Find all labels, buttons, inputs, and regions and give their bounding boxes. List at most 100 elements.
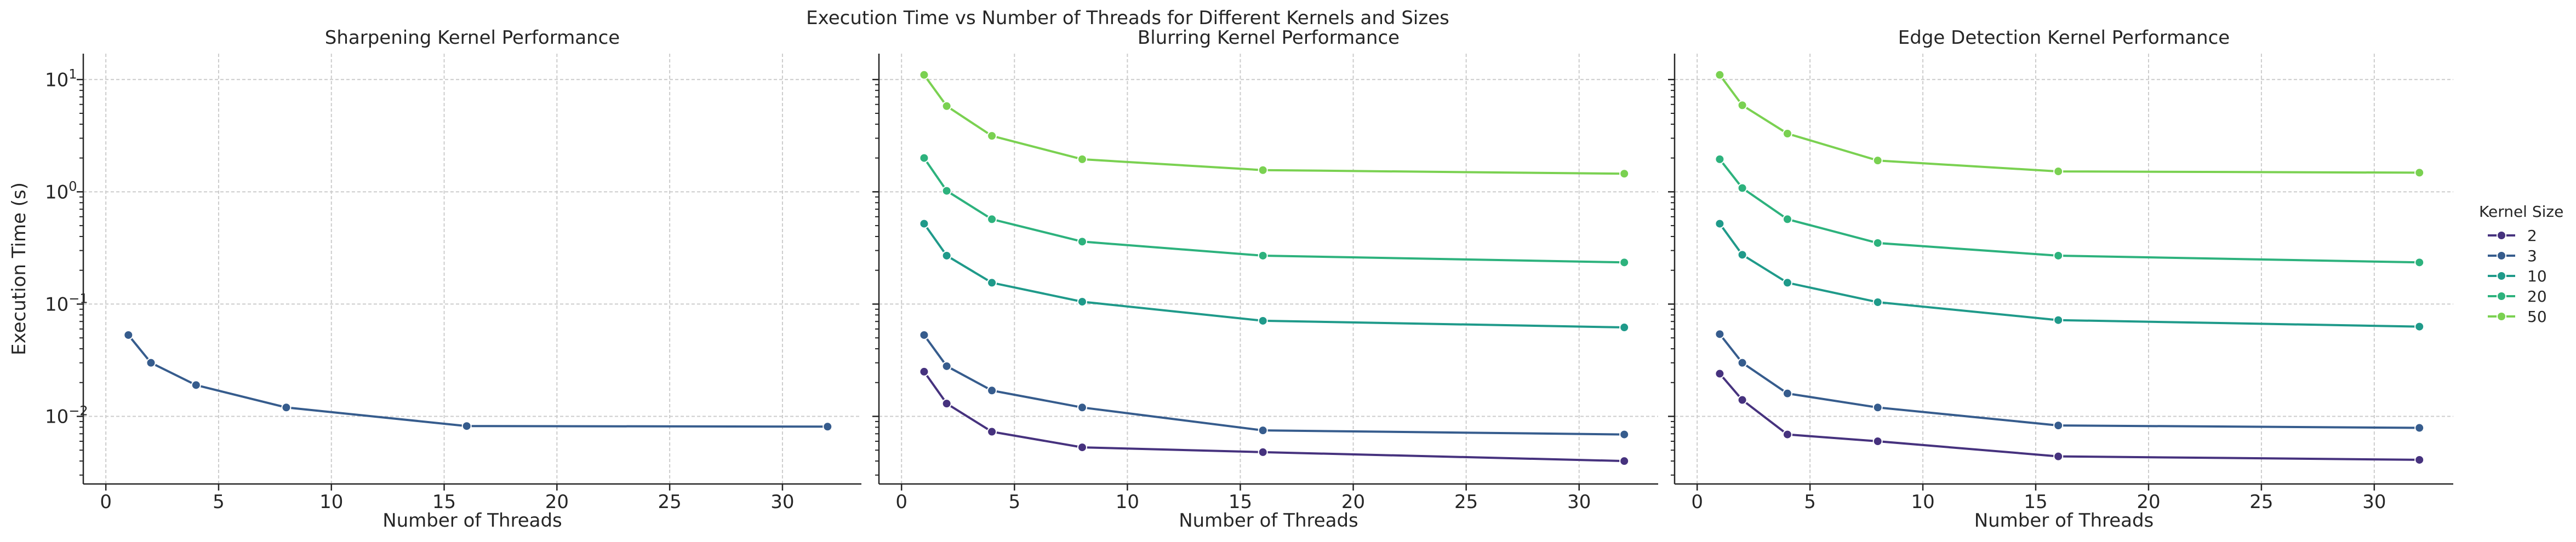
data-point bbox=[987, 131, 997, 141]
legend-entry: 50 bbox=[2488, 308, 2547, 326]
data-point bbox=[123, 330, 134, 340]
x-tick-label: 0 bbox=[100, 491, 112, 513]
data-point bbox=[2414, 321, 2425, 332]
subplot-3: 0 5 10 15 20 25 30 Edge Detection Kernel Perfor… bbox=[1668, 27, 2453, 532]
data-point bbox=[1782, 388, 1792, 399]
x-tick-label: 25 bbox=[1454, 491, 1478, 513]
y-tick-label: 100 bbox=[45, 178, 77, 203]
data-point bbox=[2053, 315, 2064, 325]
data-point bbox=[1715, 154, 1725, 164]
x-tick-label: 5 bbox=[1008, 491, 1020, 513]
data-point bbox=[1258, 315, 1268, 326]
x-tick-label: 15 bbox=[2024, 491, 2047, 513]
data-point bbox=[2053, 420, 2064, 431]
data-point bbox=[1077, 297, 1087, 307]
series-line bbox=[1718, 74, 2420, 174]
x-tick-label: 15 bbox=[1229, 491, 1252, 513]
x-tick-label: 25 bbox=[658, 491, 682, 513]
y-axis-label: Execution Time (s) bbox=[8, 182, 30, 355]
series-3 bbox=[919, 330, 1630, 440]
x-axis-label: Number of Threads bbox=[1179, 510, 1358, 532]
series-line bbox=[127, 334, 828, 428]
x-tick-label: 10 bbox=[1911, 491, 1934, 513]
data-point bbox=[1077, 154, 1087, 164]
figure-suptitle: Execution Time vs Number of Threads for … bbox=[806, 7, 1449, 29]
series-20 bbox=[919, 153, 1630, 268]
x-tick-label: 5 bbox=[1804, 491, 1816, 513]
series-2 bbox=[1715, 368, 2425, 465]
x-tick-label: 30 bbox=[1567, 491, 1591, 513]
legend-entry: 10 bbox=[2488, 267, 2547, 285]
data-point bbox=[1737, 250, 1747, 260]
series-line bbox=[1718, 223, 2420, 328]
legend-marker bbox=[2497, 251, 2506, 261]
legend-entry: 3 bbox=[2488, 247, 2537, 265]
legend-title: Kernel Size bbox=[2479, 203, 2563, 221]
data-point bbox=[1619, 456, 1630, 466]
data-point bbox=[1619, 429, 1630, 440]
series-line bbox=[1718, 373, 2420, 461]
data-point bbox=[1258, 447, 1268, 457]
legend: Kernel Size 2 3 10 20 50 bbox=[2479, 203, 2563, 326]
data-point bbox=[1872, 297, 1883, 307]
legend-marker bbox=[2497, 230, 2506, 240]
subplot-title: Edge Detection Kernel Performance bbox=[1898, 27, 2230, 49]
data-point bbox=[987, 426, 997, 437]
data-point bbox=[191, 380, 201, 390]
data-point bbox=[941, 361, 952, 371]
grid bbox=[83, 54, 861, 484]
grid bbox=[879, 54, 1658, 484]
data-point bbox=[1737, 395, 1747, 405]
x-tick-label: 20 bbox=[1341, 491, 1365, 513]
data-point bbox=[1715, 70, 1725, 80]
series-20 bbox=[1715, 154, 2425, 268]
x-tick-label: 0 bbox=[895, 491, 907, 513]
data-point bbox=[941, 399, 952, 409]
data-point bbox=[1872, 238, 1883, 248]
data-point bbox=[2053, 250, 2064, 261]
data-point bbox=[1782, 429, 1792, 440]
data-point bbox=[823, 422, 833, 432]
data-point bbox=[941, 186, 952, 196]
x-tick-label: 15 bbox=[432, 491, 456, 513]
y-tick-label: 10−2 bbox=[45, 403, 88, 428]
data-point bbox=[919, 330, 929, 340]
legend-entry: 20 bbox=[2488, 287, 2547, 305]
data-point bbox=[919, 70, 929, 80]
data-point bbox=[2053, 451, 2064, 462]
x-tick-label: 30 bbox=[2362, 491, 2386, 513]
series-line bbox=[923, 74, 1625, 175]
x-tick-label: 25 bbox=[2249, 491, 2273, 513]
data-point bbox=[919, 366, 929, 377]
data-point bbox=[1872, 402, 1883, 413]
series-50 bbox=[1715, 70, 2425, 178]
data-point bbox=[941, 101, 952, 111]
legend-label: 10 bbox=[2527, 267, 2547, 285]
x-tick-label: 20 bbox=[545, 491, 569, 513]
series-2 bbox=[919, 366, 1630, 466]
x-axis-label: Number of Threads bbox=[1974, 510, 2154, 532]
series-line bbox=[923, 223, 1625, 328]
data-point bbox=[2414, 168, 2425, 178]
data-point bbox=[1258, 165, 1268, 175]
y-tick-label: 101 bbox=[45, 66, 77, 91]
x-axis-label: Number of Threads bbox=[382, 510, 562, 532]
x-tick-label: 20 bbox=[2137, 491, 2160, 513]
data-point bbox=[1872, 155, 1883, 166]
x-tick-label: 5 bbox=[213, 491, 225, 513]
subplot-1: 0 5 10 15 20 25 30 10−2 10−1 100 101 Sharpening Ker… bbox=[8, 27, 861, 532]
legend-marker bbox=[2497, 271, 2506, 281]
data-point bbox=[1077, 442, 1087, 453]
subplot-2: 0 5 10 15 20 25 30 Blurring Kernel Performance N… bbox=[872, 27, 1658, 532]
series-line bbox=[923, 371, 1625, 463]
legend-marker bbox=[2497, 291, 2506, 301]
legend-label: 20 bbox=[2527, 287, 2547, 305]
data-point bbox=[987, 385, 997, 396]
data-point bbox=[1782, 129, 1792, 139]
series-line bbox=[1718, 158, 2420, 264]
data-point bbox=[1782, 214, 1792, 224]
subplot-title: Sharpening Kernel Performance bbox=[325, 27, 620, 49]
data-point bbox=[1737, 183, 1747, 193]
